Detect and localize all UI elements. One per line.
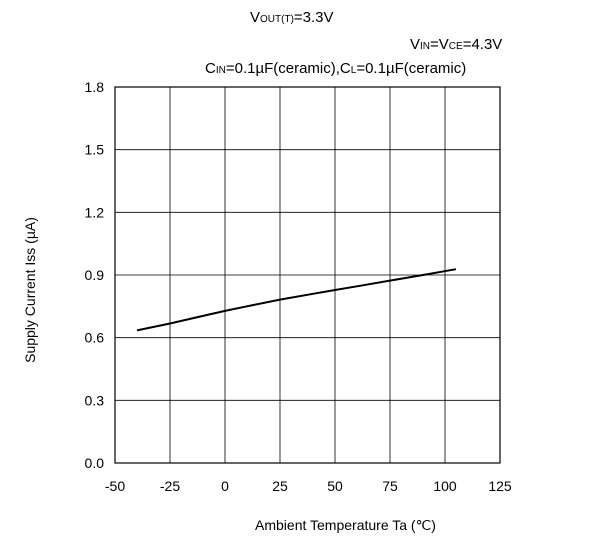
vin-value: =4.3V	[462, 36, 503, 53]
x-tick-label: 50	[327, 478, 343, 494]
x-tick-label: 25	[272, 478, 288, 494]
y-tick-label: 1.5	[85, 142, 105, 158]
y-tick-label: 0.6	[85, 330, 105, 346]
vin-subscript: IN	[420, 41, 431, 52]
cin-symbol: C	[205, 60, 216, 77]
vout-subscript: OUT(T)	[260, 14, 294, 25]
x-tick-label: 0	[221, 478, 229, 494]
vout-symbol: V	[250, 9, 261, 26]
cin-subscript: IN	[215, 65, 226, 76]
x-tick-labels: -50 -25 0 25 50 75 100 125	[105, 478, 512, 494]
x-tick-label: -50	[105, 478, 125, 494]
condition-capacitors: CIN=0.1µF(ceramic),CL=0.1µF(ceramic)	[205, 61, 466, 76]
series-group	[136, 268, 457, 332]
vout-value: =3.3V	[293, 9, 334, 26]
y-tick-label: 1.8	[85, 79, 105, 95]
x-tick-label: 125	[488, 478, 512, 494]
grid	[115, 87, 500, 463]
vce-subscript: CE	[448, 41, 463, 52]
y-axis-title: Supply Current Iss (µA)	[22, 217, 38, 363]
condition-vout: VOUT(T)=3.3V	[250, 10, 334, 25]
x-axis-title: Ambient Temperature Ta (℃)	[255, 517, 436, 533]
plot-frame	[114, 86, 501, 464]
x-tick-label: -25	[160, 478, 180, 494]
vce-symbol: =V	[430, 36, 449, 53]
y-tick-label: 1.2	[85, 204, 105, 220]
x-tick-label: 75	[382, 478, 398, 494]
y-tick-label: 0.9	[85, 267, 105, 283]
condition-vin: VIN=VCE=4.3V	[410, 37, 502, 52]
cin-value: =0.1µF(ceramic),C	[225, 60, 351, 77]
y-tick-labels: 0.0 0.3 0.6 0.9 1.2 1.5 1.8	[85, 79, 105, 471]
vin-symbol: V	[410, 36, 421, 53]
x-tick-label: 100	[433, 478, 457, 494]
cl-subscript: L	[350, 65, 357, 76]
y-tick-label: 0.3	[85, 392, 105, 408]
series-line	[136, 268, 457, 332]
cl-value: =0.1µF(ceramic)	[356, 60, 467, 77]
y-tick-label: 0.0	[85, 455, 105, 471]
